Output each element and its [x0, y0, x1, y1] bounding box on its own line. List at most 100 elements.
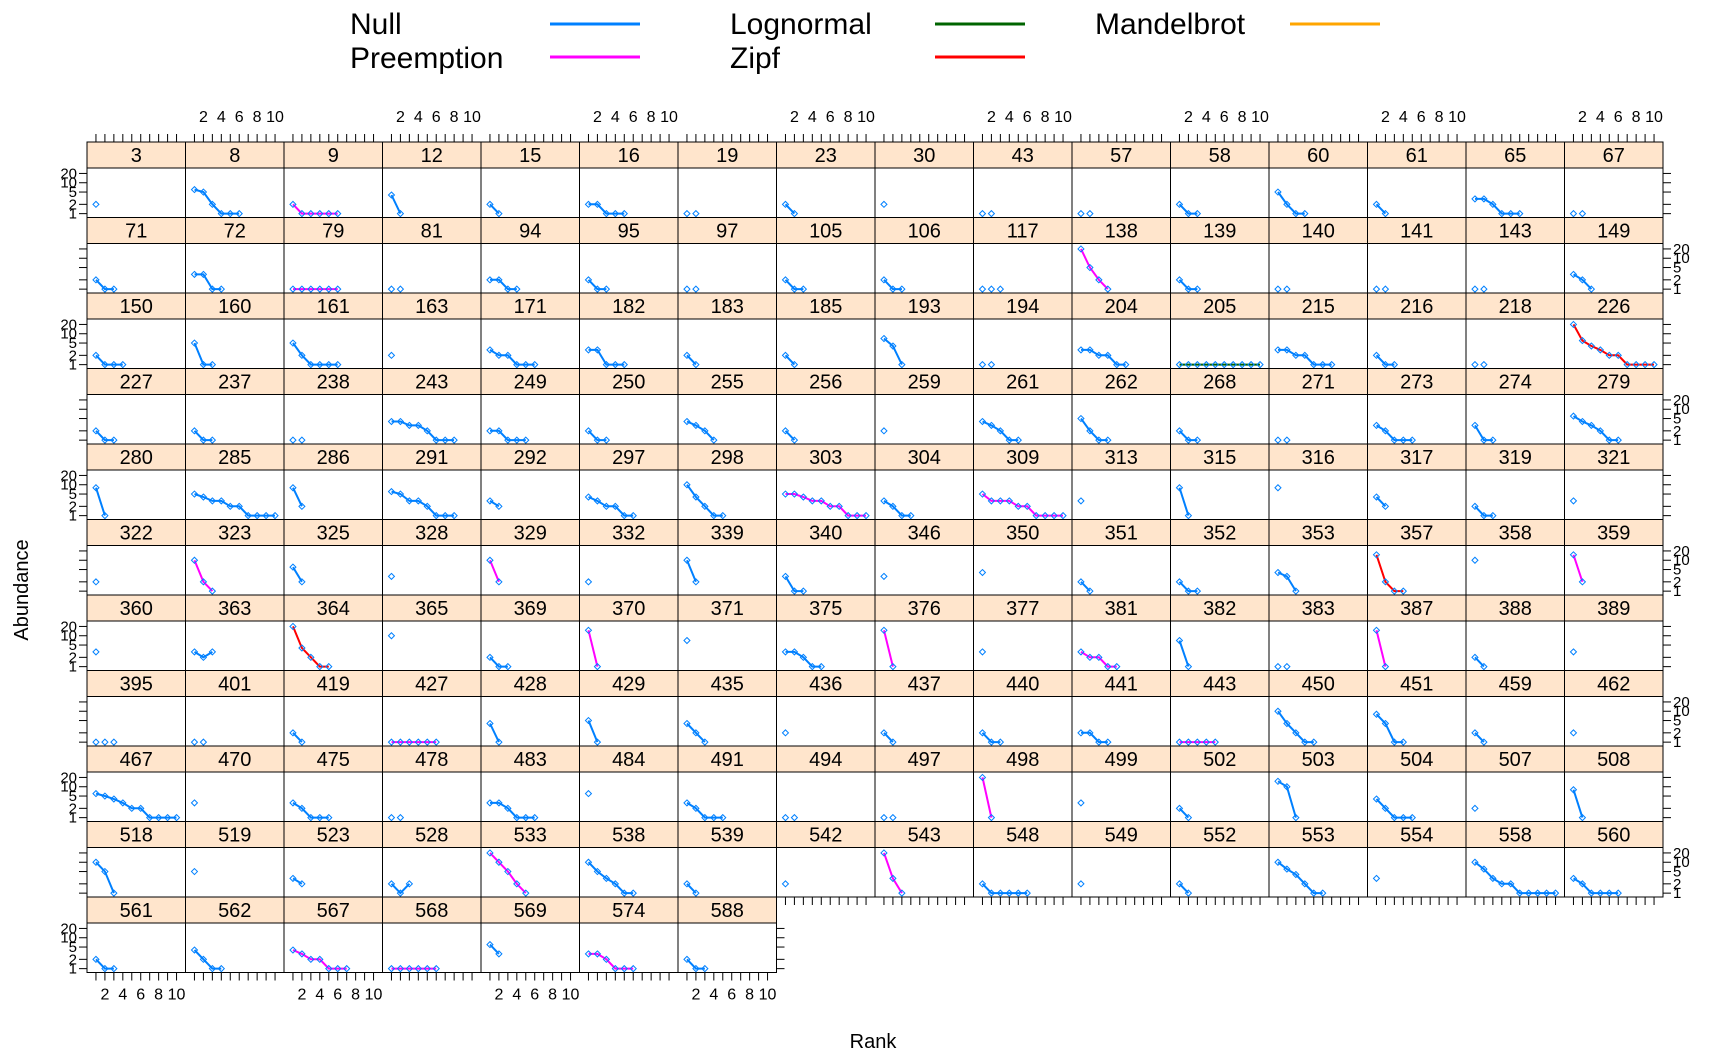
panel-frame: [1071, 771, 1171, 822]
data-point: [119, 360, 127, 369]
panel-strip: [776, 594, 876, 622]
panel-561: 561: [86, 896, 186, 973]
x-tick-label: 10: [759, 987, 777, 1004]
x-tick-label: 6: [629, 109, 638, 126]
data-point: [584, 346, 593, 354]
panel-frame: [382, 620, 482, 671]
data-point: [1077, 880, 1085, 888]
panel-strip-label: 43: [1012, 145, 1034, 167]
data-point: [235, 502, 243, 511]
x-tick-label: 8: [1435, 109, 1444, 126]
fit-line-null: [95, 354, 123, 366]
panel-351: 351: [1071, 519, 1171, 596]
data-point: [110, 795, 118, 803]
panel-strip: [185, 443, 285, 471]
panel-163: 163: [382, 292, 482, 369]
data-point: [396, 738, 405, 746]
top-axis-14: [1474, 134, 1557, 142]
data-point: [298, 436, 306, 444]
data-point: [1516, 209, 1524, 218]
panel-strip-label: 395: [120, 674, 153, 696]
panel-315: 315: [1170, 443, 1270, 520]
data-point: [226, 209, 234, 218]
data-point: [1542, 889, 1551, 897]
y-tick-label: 1: [1673, 734, 1681, 751]
panel-strip: [579, 519, 679, 546]
panel-450: 450: [1268, 670, 1368, 747]
bottom-axis-13: [1375, 897, 1458, 905]
data-point: [522, 889, 530, 897]
panel-frame: [973, 318, 1073, 369]
data-point: [387, 738, 396, 746]
panel-strip-label: 497: [908, 749, 941, 771]
data-point: [889, 285, 897, 293]
panel-strip-label: 340: [809, 523, 842, 545]
data-point: [683, 799, 691, 807]
data-point: [92, 351, 100, 360]
panel-frame: [86, 394, 186, 445]
data-point: [1175, 578, 1184, 586]
data-point: [163, 813, 172, 822]
panel-67: 67: [1564, 141, 1664, 218]
panel-strip: [677, 443, 777, 471]
panel-256: 256: [776, 368, 876, 445]
panel-72: 72: [185, 217, 285, 294]
data-point: [629, 964, 637, 973]
data-point: [996, 738, 1005, 746]
panel-frame: [874, 394, 974, 445]
data-point: [199, 360, 208, 369]
data-point: [1578, 276, 1587, 284]
data-point: [987, 738, 996, 746]
data-point: [1086, 263, 1094, 272]
fit-line-null: [1080, 417, 1108, 442]
x-tick-label: 6: [826, 109, 835, 126]
data-point: [1587, 285, 1596, 293]
data-point: [781, 351, 790, 360]
data-point: [1319, 360, 1327, 369]
panel-strip-label: 350: [1006, 523, 1039, 545]
panel-strip: [1367, 141, 1467, 169]
data-point: [1605, 436, 1613, 444]
data-point: [1175, 200, 1184, 209]
fit-line-null: [686, 420, 715, 441]
data-point: [316, 285, 324, 293]
x-tick-label: 4: [709, 987, 718, 1004]
panel-395: 395: [86, 670, 186, 747]
panel-285: 285: [185, 443, 285, 520]
panel-frame: [480, 469, 580, 520]
panel-382: 382: [1170, 594, 1270, 671]
panel-frame: [1465, 620, 1565, 671]
panel-frame: [973, 847, 1073, 898]
data-point: [880, 497, 888, 505]
data-point: [226, 502, 234, 511]
data-point: [1489, 436, 1497, 444]
panel-strip-label: 292: [514, 447, 547, 469]
data-point: [199, 653, 208, 662]
bottom-axis-5: [587, 972, 670, 981]
data-point: [486, 556, 494, 564]
panel-strip-label: 401: [218, 674, 251, 696]
panel-strip: [973, 670, 1073, 697]
data-point: [190, 490, 199, 498]
panel-frame: [1268, 394, 1368, 445]
data-point: [325, 360, 333, 369]
panel-frame: [185, 545, 285, 596]
x-tick-label: 10: [1645, 109, 1663, 126]
panel-strip-label: 363: [218, 598, 251, 620]
fit-line-null: [391, 420, 455, 442]
panel-273: 273: [1367, 368, 1467, 445]
panel-503: 503: [1268, 745, 1368, 822]
panel-frame: [283, 620, 383, 671]
panel-strip-label: 484: [612, 749, 645, 771]
data-point: [1372, 351, 1381, 360]
panel-frame: [1268, 243, 1368, 294]
panel-558: 558: [1465, 821, 1565, 898]
fit-line-null: [587, 720, 599, 743]
panel-strip-label: 160: [218, 296, 251, 318]
fit-line-null: [883, 500, 911, 517]
data-point: [414, 738, 423, 746]
panel-65: 65: [1465, 141, 1565, 218]
data-point: [325, 285, 333, 293]
